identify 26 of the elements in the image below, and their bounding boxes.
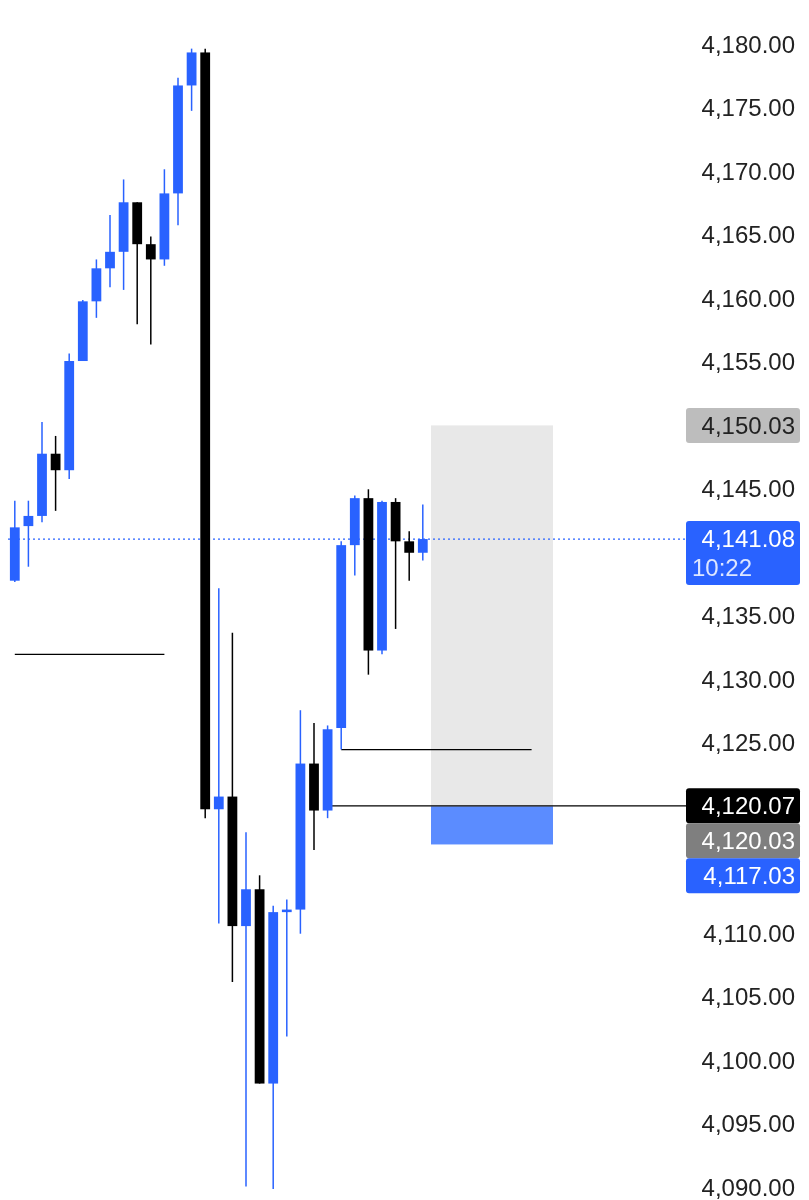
y-tick-label: 4,155.00 [701,348,795,376]
y-tick-label: 4,160.00 [701,284,795,312]
text: 4,150.03 [701,411,795,439]
ref-line-label: 4,141.08 [701,525,795,553]
y-tick-label: 4,090.00 [701,1173,795,1200]
y-tick-label: 4,110.00 [703,919,795,947]
text: 10:22 [692,554,753,582]
y-tick-label: 4,145.00 [701,475,795,503]
y-tick-label: 4,105.00 [701,983,795,1011]
candlestick [105,214,115,289]
ref-line-label: 4,120.07 [701,792,795,820]
candlestick [213,587,224,925]
candlestick [145,235,156,346]
text: 4,117.03 [703,862,795,890]
candlestick [404,530,415,582]
y-tick-label: 4,175.00 [701,94,795,122]
y-tick-label: 4,165.00 [701,221,795,249]
y-tick-label: 4,170.00 [701,157,795,185]
candlestick [241,831,251,1188]
y-tick-label: 4,130.00 [701,665,795,693]
y-tick-label: 4,180.00 [701,30,795,58]
y-tick-label: 4,095.00 [701,1110,795,1138]
y-tick-label: 4,135.00 [701,602,795,630]
text: 4,120.03 [701,827,795,855]
y-tick-label: 4,100.00 [701,1046,795,1074]
y-tick-label: 4,125.00 [701,729,795,757]
